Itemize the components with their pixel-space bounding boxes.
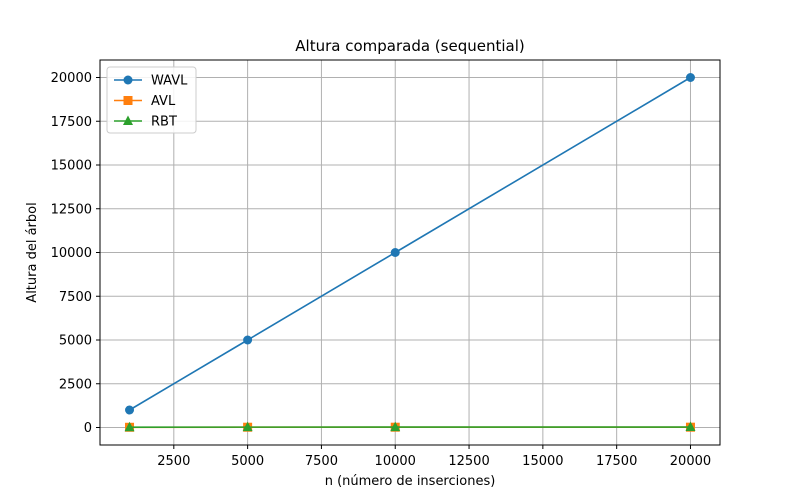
legend-marker-wavl [123, 75, 133, 85]
data-point-wavl [243, 335, 253, 345]
y-tick-label: 0 [84, 421, 92, 436]
x-tick-label: 2500 [157, 454, 190, 469]
y-tick-label: 10000 [51, 246, 92, 261]
data-point-wavl [125, 405, 135, 415]
y-tick-label: 12500 [51, 202, 92, 217]
x-tick-label: 7500 [305, 454, 338, 469]
plot-area [124, 73, 696, 432]
x-tick-label: 10000 [375, 454, 416, 469]
legend-marker-rbt [123, 115, 133, 125]
x-tick-label: 20000 [670, 454, 711, 469]
x-axis-label: n (número de inserciones) [325, 474, 496, 489]
x-tick-label: 12500 [448, 454, 489, 469]
data-point-wavl [685, 73, 695, 82]
y-tick-label: 7500 [59, 290, 92, 305]
y-tick-label: 20000 [51, 71, 92, 86]
data-point-rbt [685, 421, 696, 432]
series-line-wavl [129, 76, 691, 411]
legend-label-rbt: RBT [151, 115, 177, 130]
chart-title: Altura comparada (sequential) [295, 37, 524, 55]
ticks: 2500 5000 7500 10000 12500 15000 17500 20000 0 25… [51, 71, 712, 469]
legend-marker-avl [123, 96, 133, 105]
y-tick-label: 17500 [51, 115, 92, 130]
data-point-rbt [390, 421, 401, 432]
x-tick-label: 17500 [596, 454, 637, 469]
data-point-rbt [124, 421, 135, 432]
plot-frame [99, 59, 721, 446]
legend: WAVL AVL RBT [106, 66, 197, 134]
series-wavl [125, 73, 695, 415]
x-tick-label: 15000 [522, 454, 563, 469]
data-point-wavl [390, 248, 400, 257]
legend-label-avl: AVL [151, 94, 176, 109]
data-point-rbt [242, 421, 253, 432]
y-tick-label: 15000 [51, 159, 92, 174]
legend-label-wavl: WAVL [151, 74, 188, 89]
grid [100, 60, 720, 445]
y-tick-label: 2500 [59, 377, 92, 392]
x-tick-label: 5000 [231, 454, 264, 469]
y-axis-label: Altura del árbol [25, 202, 40, 302]
series-rbt [124, 421, 696, 432]
y-tick-label: 5000 [59, 334, 92, 349]
